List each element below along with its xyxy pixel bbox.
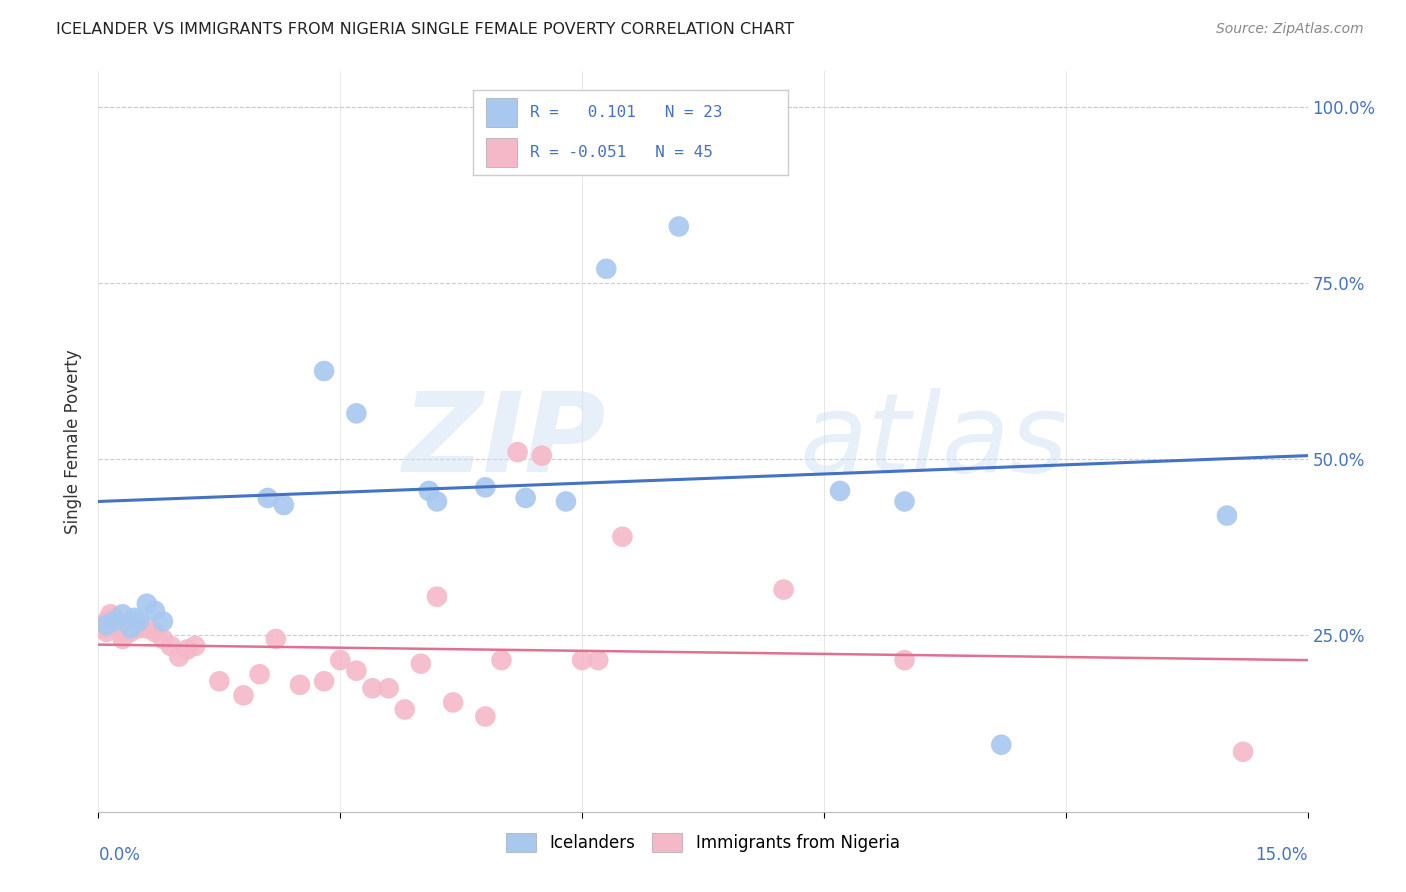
Point	[100, 607, 122, 622]
Text: atlas: atlas	[800, 388, 1069, 495]
Point	[612, 530, 634, 544]
Point	[184, 639, 207, 653]
Point	[344, 664, 367, 678]
Point	[990, 738, 1012, 752]
Point	[135, 597, 157, 611]
Point	[96, 615, 118, 629]
Point	[120, 624, 142, 639]
Point	[160, 639, 183, 653]
Point	[668, 219, 690, 234]
Point	[530, 449, 553, 463]
Point	[329, 653, 352, 667]
Point	[91, 621, 114, 635]
Text: ZIP: ZIP	[402, 388, 606, 495]
Text: 0.0%: 0.0%	[98, 847, 141, 864]
Point	[111, 632, 134, 646]
Point	[555, 494, 578, 508]
Point	[491, 653, 513, 667]
Point	[96, 624, 118, 639]
Point	[273, 498, 295, 512]
Text: ICELANDER VS IMMIGRANTS FROM NIGERIA SINGLE FEMALE POVERTY CORRELATION CHART: ICELANDER VS IMMIGRANTS FROM NIGERIA SIN…	[56, 22, 794, 37]
Point	[441, 695, 464, 709]
Point	[515, 491, 537, 505]
Point	[249, 667, 271, 681]
Point	[418, 483, 440, 498]
Point	[595, 261, 617, 276]
Point	[506, 445, 529, 459]
Point	[208, 674, 231, 689]
Point	[167, 649, 190, 664]
Point	[828, 483, 851, 498]
Point	[128, 621, 150, 635]
Point	[377, 681, 399, 696]
Point	[96, 618, 118, 632]
Point	[120, 621, 142, 635]
Point	[394, 702, 416, 716]
Point	[176, 642, 198, 657]
Point	[124, 611, 146, 625]
Point	[314, 364, 336, 378]
Legend: Icelanders, Immigrants from Nigeria: Icelanders, Immigrants from Nigeria	[499, 826, 907, 859]
Point	[103, 611, 125, 625]
Point	[1232, 745, 1254, 759]
Text: Source: ZipAtlas.com: Source: ZipAtlas.com	[1216, 22, 1364, 37]
Point	[893, 494, 915, 508]
Point	[111, 624, 134, 639]
Point	[288, 678, 311, 692]
Point	[264, 632, 287, 646]
Point	[361, 681, 384, 696]
Point	[256, 491, 278, 505]
Point	[111, 621, 134, 635]
Point	[120, 615, 142, 629]
Point	[426, 590, 449, 604]
Point	[103, 615, 125, 629]
Point	[152, 632, 174, 646]
Point	[571, 653, 593, 667]
Y-axis label: Single Female Poverty: Single Female Poverty	[65, 350, 83, 533]
Point	[474, 480, 496, 494]
Point	[474, 709, 496, 723]
Point	[111, 607, 134, 622]
Point	[103, 618, 125, 632]
Point	[128, 615, 150, 629]
Point	[143, 624, 166, 639]
Point	[314, 674, 336, 689]
Point	[135, 621, 157, 635]
Point	[344, 406, 367, 420]
Point	[152, 615, 174, 629]
Point	[103, 615, 125, 629]
Point	[143, 604, 166, 618]
Point	[893, 653, 915, 667]
Point	[772, 582, 794, 597]
Point	[232, 689, 254, 703]
Text: 15.0%: 15.0%	[1256, 847, 1308, 864]
Point	[586, 653, 609, 667]
Point	[426, 494, 449, 508]
Point	[409, 657, 432, 671]
Point	[96, 618, 118, 632]
Point	[1216, 508, 1239, 523]
